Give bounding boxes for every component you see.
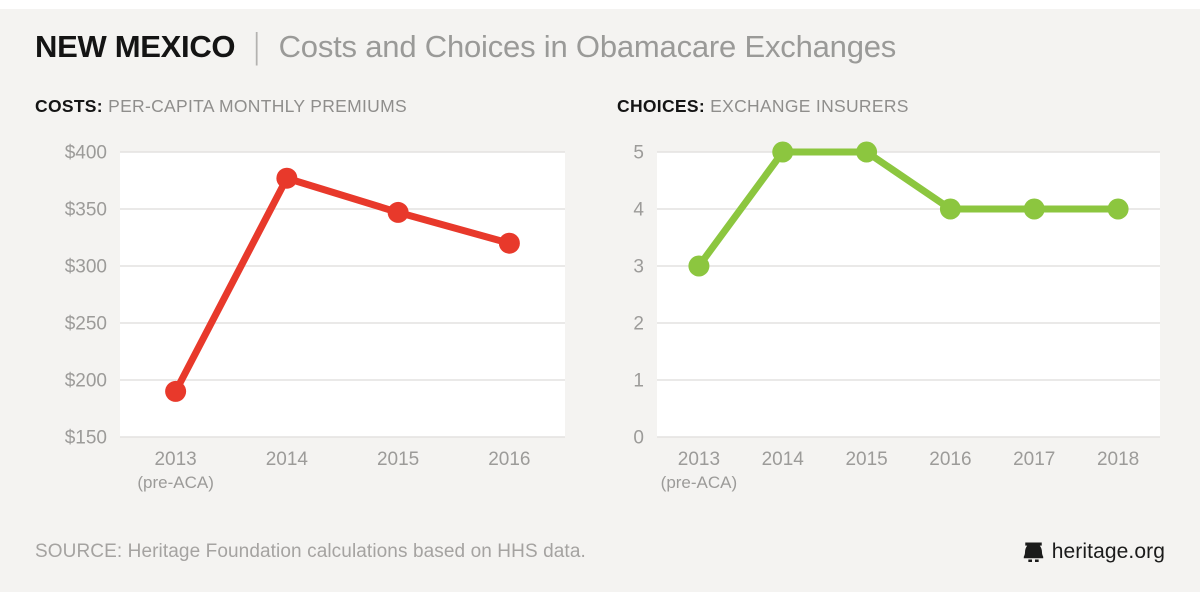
choices-y-tick-label: 1	[633, 370, 644, 391]
costs-label: COSTS:	[35, 96, 103, 116]
choices-point-2018	[1107, 198, 1129, 220]
state-name: NEW MEXICO	[35, 29, 236, 64]
choices-x-tick-note: (pre-ACA)	[661, 473, 738, 492]
choices-point-2015	[856, 141, 878, 163]
choices-line	[695, 148, 1122, 270]
page-title: Costs and Choices in Obamacare Exchanges	[278, 29, 897, 64]
costs-section-header: COSTS: PER-CAPITA MONTHLY PREMIUMS	[35, 96, 407, 117]
choices-point-2014	[772, 141, 794, 163]
costs-y-tick-label: $400	[65, 142, 107, 163]
choices-x-tick-label: 2018	[1097, 449, 1139, 470]
source-note: SOURCE: Heritage Foundation calculations…	[35, 541, 586, 562]
choices-section-header: CHOICES: EXCHANGE INSURERS	[617, 96, 909, 117]
costs-y-tick-label: $350	[65, 199, 107, 220]
choices-point-2013	[688, 255, 710, 277]
choices-x-tick-label: 2013	[678, 449, 720, 470]
choices-label: CHOICES:	[617, 96, 705, 116]
costs-y-tick-label: $200	[65, 370, 107, 391]
costs-point-2015	[387, 201, 409, 223]
choices-chart: 0 1 2 3 4 5 2013 (pre-ACA) 2014 2015 2016 2017 2018	[633, 141, 1160, 492]
costs-plot-area	[120, 152, 565, 437]
choices-y-tick-label: 4	[633, 199, 644, 220]
choices-x-tick-label: 2016	[929, 449, 971, 470]
costs-point-2016	[498, 232, 520, 254]
costs-x-tick-label: 2013	[154, 449, 196, 470]
costs-x-tick-label: 2014	[266, 449, 309, 470]
choices-point-2017	[1023, 198, 1045, 220]
header: NEW MEXICO | Costs and Choices in Obamac…	[35, 24, 1165, 68]
costs-y-tick-label: $250	[65, 313, 107, 334]
costs-sublabel: PER-CAPITA MONTHLY PREMIUMS	[108, 96, 407, 116]
brand: heritage.org	[1023, 540, 1165, 564]
costs-point-2014	[276, 167, 298, 189]
choices-sublabel: EXCHANGE INSURERS	[710, 96, 909, 116]
costs-x-tick-label: 2016	[488, 449, 530, 470]
choices-x-tick-label: 2014	[762, 449, 805, 470]
costs-line	[172, 174, 513, 395]
choices-y-tick-label: 0	[633, 427, 644, 448]
title-divider: |	[254, 24, 260, 66]
choices-y-tick-label: 2	[633, 313, 644, 334]
brand-url: heritage.org	[1051, 540, 1165, 563]
costs-y-tick-label: $300	[65, 256, 107, 277]
costs-x-tick-note: (pre-ACA)	[137, 473, 214, 492]
footer: SOURCE: Heritage Foundation calculations…	[35, 536, 1165, 568]
costs-chart: $150 $200 $250 $300 $350 $400 2013 (pre-ACA) 201…	[65, 142, 565, 492]
choices-x-tick-label: 2015	[845, 449, 887, 470]
choices-y-tick-label: 5	[633, 142, 644, 163]
liberty-bell-icon	[1023, 541, 1043, 562]
choices-y-tick-label: 3	[633, 256, 644, 277]
costs-point-2013	[165, 380, 187, 402]
costs-y-tick-label: $150	[65, 427, 107, 448]
choices-plot-area	[657, 152, 1160, 437]
choices-x-tick-label: 2017	[1013, 449, 1055, 470]
choices-point-2016	[939, 198, 961, 220]
costs-x-tick-label: 2015	[377, 449, 419, 470]
